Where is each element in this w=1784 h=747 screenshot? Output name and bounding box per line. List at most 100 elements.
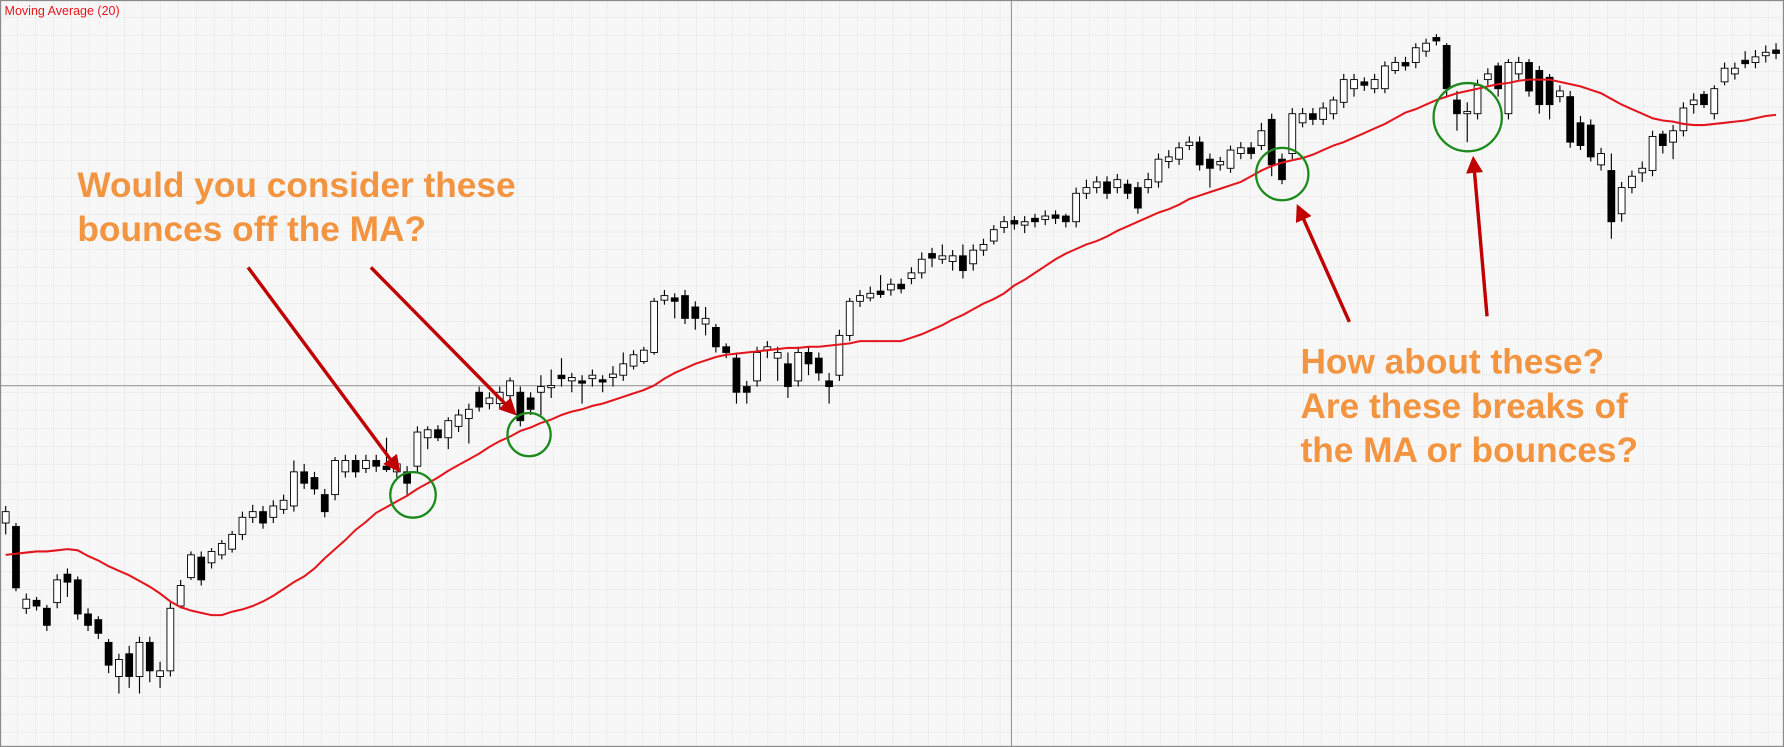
overlay xyxy=(246,81,1503,519)
candle-body xyxy=(125,653,134,677)
candle-body xyxy=(835,334,844,376)
candle-body xyxy=(969,249,978,265)
candle-body xyxy=(1442,45,1451,90)
candle-body xyxy=(444,420,453,439)
candle-body xyxy=(351,460,360,473)
candle-body xyxy=(42,607,51,626)
candle-body xyxy=(681,295,689,319)
candle-body xyxy=(1370,79,1379,90)
candle-body xyxy=(1658,133,1667,146)
candle-body xyxy=(1730,67,1739,75)
candle-body xyxy=(1092,181,1101,189)
candle-body xyxy=(1597,153,1605,166)
candle-body xyxy=(207,550,216,564)
candle-body xyxy=(423,429,432,439)
candle-body xyxy=(84,613,92,626)
candle-body xyxy=(269,505,278,518)
candle-body xyxy=(1051,214,1060,219)
highlight-circle xyxy=(1254,146,1310,202)
candle-body xyxy=(1761,51,1770,57)
candle-body xyxy=(228,533,236,550)
candle-body xyxy=(712,326,720,348)
candle-body xyxy=(259,511,267,524)
candle-body xyxy=(1700,93,1708,106)
moving-average-line xyxy=(5,78,1777,617)
candle-body xyxy=(1134,187,1142,209)
candle-body xyxy=(1535,70,1544,106)
candle-body xyxy=(742,386,751,393)
arrow xyxy=(369,266,517,416)
candle-body xyxy=(639,349,648,363)
candle-body xyxy=(886,283,895,291)
candle-body xyxy=(1185,141,1194,146)
candle-body xyxy=(248,511,257,518)
candle-body xyxy=(691,306,700,319)
candle-body xyxy=(485,397,494,405)
candle-body xyxy=(897,283,906,290)
candle-body xyxy=(619,363,628,376)
candle-body xyxy=(1710,88,1719,115)
candle-body xyxy=(145,641,154,672)
candle-body xyxy=(156,670,164,677)
candle-body xyxy=(1267,118,1276,166)
candle-body xyxy=(197,556,206,581)
candle-body xyxy=(217,543,226,556)
candle-body xyxy=(1308,113,1317,120)
legend-entry: Moving Average (20) xyxy=(5,4,120,18)
highlight-circle xyxy=(506,411,552,458)
candle-body xyxy=(784,363,792,388)
candle-body xyxy=(1689,99,1698,106)
candle-body xyxy=(1360,81,1369,86)
candle-body xyxy=(1154,158,1163,183)
annotation-text: the MA or bounces? xyxy=(1300,431,1638,470)
candle-body xyxy=(1082,187,1091,194)
candle-body xyxy=(1617,187,1626,215)
candle-body xyxy=(1144,179,1153,189)
candle-body xyxy=(290,471,298,507)
candle-body xyxy=(1566,96,1575,143)
candle-body xyxy=(1041,215,1050,220)
candle-body xyxy=(794,352,803,382)
candle-body xyxy=(598,379,607,383)
candle-body xyxy=(1607,170,1616,223)
candle-body xyxy=(63,573,72,583)
annotation-text: bounces off the MA? xyxy=(77,210,426,249)
candle-body xyxy=(588,374,597,380)
candle-body xyxy=(979,243,988,251)
candle-body xyxy=(660,295,669,301)
candle-body xyxy=(1514,62,1523,75)
candle-body xyxy=(907,272,916,280)
candle-body xyxy=(629,354,638,367)
candle-body xyxy=(959,255,967,272)
candle-body xyxy=(1010,220,1019,225)
candle-body xyxy=(1772,49,1780,54)
candle-body xyxy=(1669,130,1677,143)
candle-body xyxy=(557,374,566,380)
candle-body xyxy=(928,253,936,259)
arrow xyxy=(246,266,401,473)
candle-body xyxy=(917,258,926,274)
candle-body xyxy=(1432,37,1441,42)
candle-body xyxy=(1236,147,1245,154)
candle-body xyxy=(506,380,514,397)
candle-body xyxy=(876,290,885,295)
candle-body xyxy=(1020,221,1029,226)
candle-body xyxy=(609,373,617,378)
candle-body xyxy=(53,579,62,604)
candle-body xyxy=(320,494,329,513)
candle-body xyxy=(300,471,309,484)
candle-body xyxy=(516,391,525,422)
candle-body xyxy=(578,380,586,384)
candle-body xyxy=(1103,181,1111,194)
candle-body xyxy=(547,384,556,389)
candle-body xyxy=(1123,183,1132,194)
highlight-circle xyxy=(389,471,437,519)
candle-body xyxy=(1463,110,1472,115)
candle-body xyxy=(94,619,103,634)
candle-body xyxy=(1278,158,1286,181)
candle-body xyxy=(1545,76,1554,106)
candle-body xyxy=(526,397,535,410)
